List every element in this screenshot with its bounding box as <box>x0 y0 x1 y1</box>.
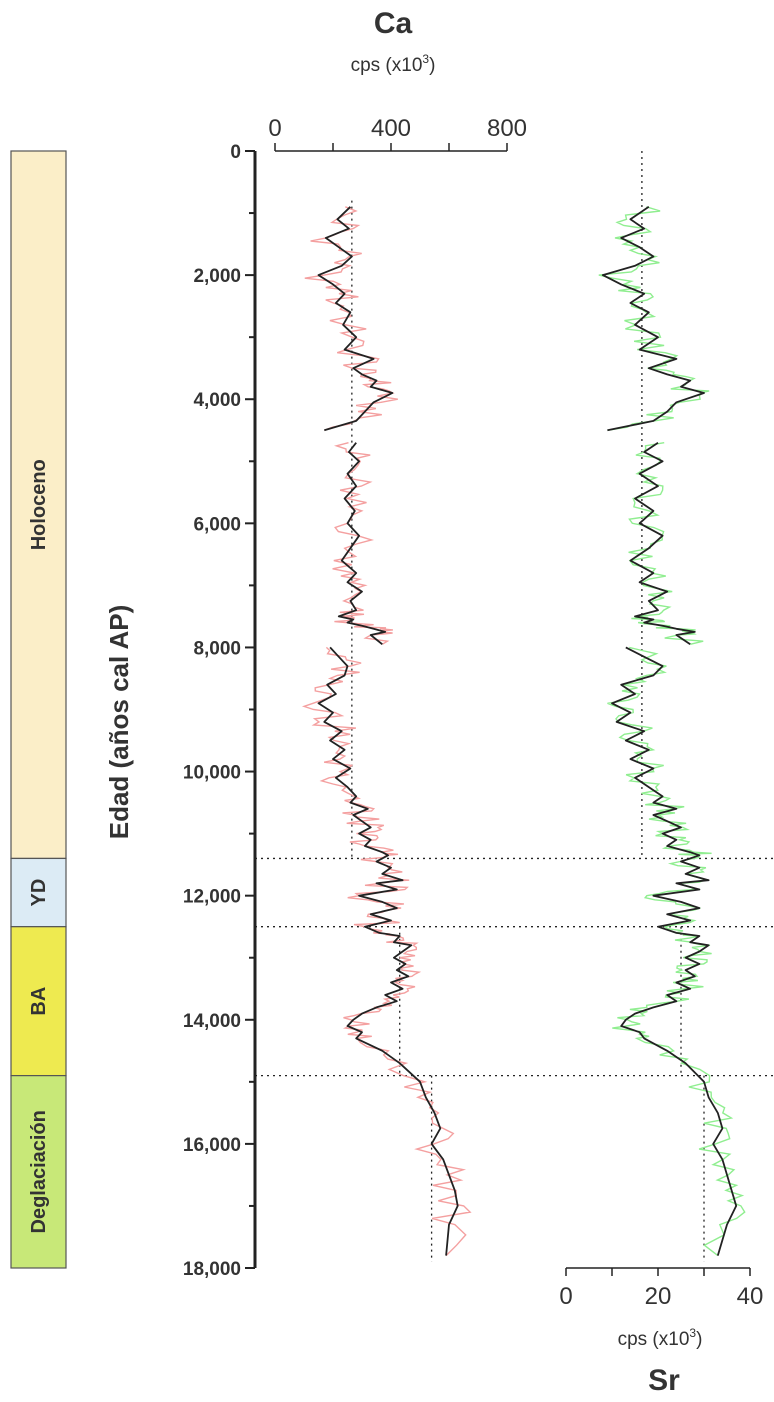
y-axis: 0 2,000 4,000 6,000 8,000 10,000 12,000 14,000 1… <box>183 142 257 1280</box>
y-tick-label: 16,000 <box>183 1135 241 1156</box>
boundary-lines <box>255 857 774 1077</box>
sr-unit: cps (x103) <box>618 1326 703 1350</box>
period-label: BA <box>28 987 50 1016</box>
period-box <box>10 1075 67 1269</box>
sr-axis: 0 20 40 <box>559 1267 764 1310</box>
y-tick-label: 18,000 <box>183 1259 241 1280</box>
y-axis-label: Edad (años cal AP) <box>104 605 134 840</box>
y-tick-label: 0 <box>230 142 241 163</box>
ca-raw-line <box>332 442 393 645</box>
smoothed-series <box>317 206 738 1256</box>
mean-lines <box>351 151 705 1262</box>
period-column: Holoceno YD BA Deglaciación <box>10 150 67 1269</box>
ca-unit: cps (x103) <box>351 52 436 76</box>
raw-series <box>301 206 746 1257</box>
y-tick-label: 14,000 <box>183 1011 241 1032</box>
y-tick-label: 4,000 <box>193 390 241 411</box>
period-label: Holoceno <box>28 459 50 550</box>
ca-tick-label: 400 <box>371 115 411 142</box>
ca-smooth-line <box>317 206 394 432</box>
ca-axis: 0 400 800 <box>268 115 527 152</box>
sr-tick-label: 40 <box>737 1283 764 1310</box>
ca-smooth-line <box>317 646 459 1256</box>
ca-smooth-line <box>337 442 387 646</box>
period-box <box>10 926 67 1077</box>
sr-title: Sr <box>648 1364 680 1397</box>
y-tick-label: 2,000 <box>193 266 241 287</box>
ca-title: Ca <box>374 7 413 40</box>
sr-smooth-line <box>611 646 738 1256</box>
sr-tick-label: 20 <box>645 1283 672 1310</box>
y-tick-label: 6,000 <box>193 514 241 535</box>
y-tick-label: 10,000 <box>183 763 241 784</box>
period-label: Deglaciación <box>28 1110 50 1233</box>
period-box <box>10 857 67 928</box>
ca-tick-label: 800 <box>487 115 527 142</box>
sr-tick-label: 0 <box>559 1283 572 1310</box>
period-label: YD <box>28 879 50 907</box>
y-tick-label: 8,000 <box>193 638 241 659</box>
y-tick-label: 12,000 <box>183 887 241 908</box>
ca-raw-line <box>301 646 472 1257</box>
period-box <box>10 150 67 860</box>
ca-tick-label: 0 <box>268 115 281 142</box>
sr-smooth-line <box>629 441 696 646</box>
sr-smooth-line <box>601 206 705 432</box>
